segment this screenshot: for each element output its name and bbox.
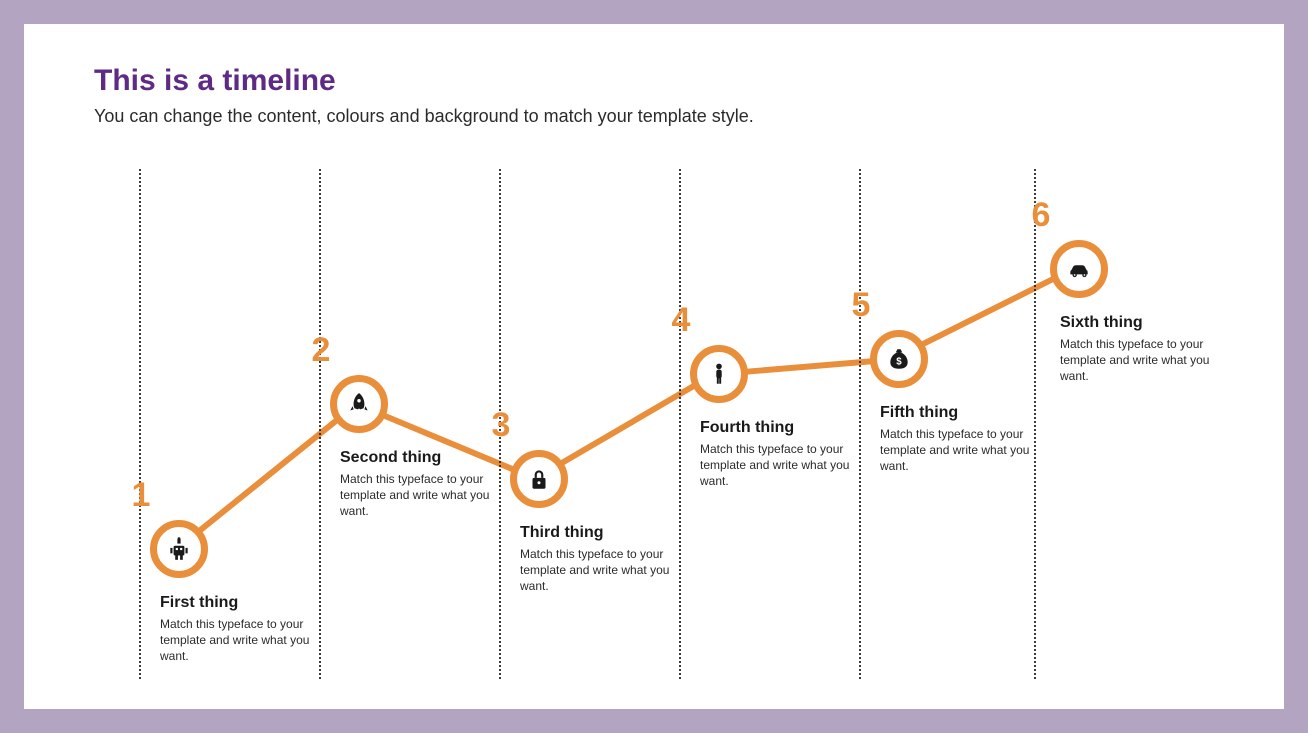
- person-icon: [706, 361, 732, 387]
- rocket-icon: [346, 391, 372, 417]
- timeline-chart: 1 First thing Match this typeface to your …: [94, 169, 1214, 679]
- timeline-number-1: 1: [132, 476, 151, 515]
- slide-title: This is a timeline: [94, 64, 1214, 98]
- timeline-body-5: Match this typeface to your template and…: [880, 426, 1050, 475]
- timeline-body-4: Match this typeface to your template and…: [700, 441, 870, 490]
- slide: This is a timeline You can change the co…: [24, 24, 1284, 709]
- timeline-node-4: [690, 345, 748, 403]
- timeline-body-1: Match this typeface to your template and…: [160, 616, 330, 665]
- guide-line-1: [139, 169, 141, 679]
- timeline-label-2: Second thing Match this typeface to your …: [340, 449, 510, 520]
- car-icon: [1066, 256, 1092, 282]
- timeline-body-2: Match this typeface to your template and…: [340, 471, 510, 520]
- timeline-number-2: 2: [312, 331, 331, 370]
- moneybag-icon: [886, 346, 912, 372]
- timeline-node-2: [330, 375, 388, 433]
- timeline-number-5: 5: [852, 286, 871, 325]
- timeline-heading-2: Second thing: [340, 449, 510, 467]
- timeline-label-6: Sixth thing Match this typeface to your t…: [1060, 314, 1230, 385]
- timeline-number-3: 3: [492, 406, 511, 445]
- slide-subtitle: You can change the content, colours and …: [94, 106, 1214, 127]
- timeline-number-6: 6: [1032, 196, 1051, 235]
- robot-icon: [166, 536, 192, 562]
- lock-icon: [526, 466, 552, 492]
- timeline-label-5: Fifth thing Match this typeface to your t…: [880, 404, 1050, 475]
- timeline-label-4: Fourth thing Match this typeface to your …: [700, 419, 870, 490]
- timeline-heading-6: Sixth thing: [1060, 314, 1230, 332]
- timeline-label-1: First thing Match this typeface to your t…: [160, 594, 330, 665]
- timeline-number-4: 4: [672, 301, 691, 340]
- guide-line-4: [679, 169, 681, 679]
- timeline-body-3: Match this typeface to your template and…: [520, 546, 690, 595]
- timeline-node-5: [870, 330, 928, 388]
- timeline-heading-4: Fourth thing: [700, 419, 870, 437]
- timeline-node-3: [510, 450, 568, 508]
- timeline-heading-3: Third thing: [520, 524, 690, 542]
- outer-frame: This is a timeline You can change the co…: [0, 0, 1308, 733]
- timeline-body-6: Match this typeface to your template and…: [1060, 336, 1230, 385]
- timeline-heading-5: Fifth thing: [880, 404, 1050, 422]
- timeline-label-3: Third thing Match this typeface to your t…: [520, 524, 690, 595]
- timeline-heading-1: First thing: [160, 594, 330, 612]
- timeline-node-6: [1050, 240, 1108, 298]
- timeline-node-1: [150, 520, 208, 578]
